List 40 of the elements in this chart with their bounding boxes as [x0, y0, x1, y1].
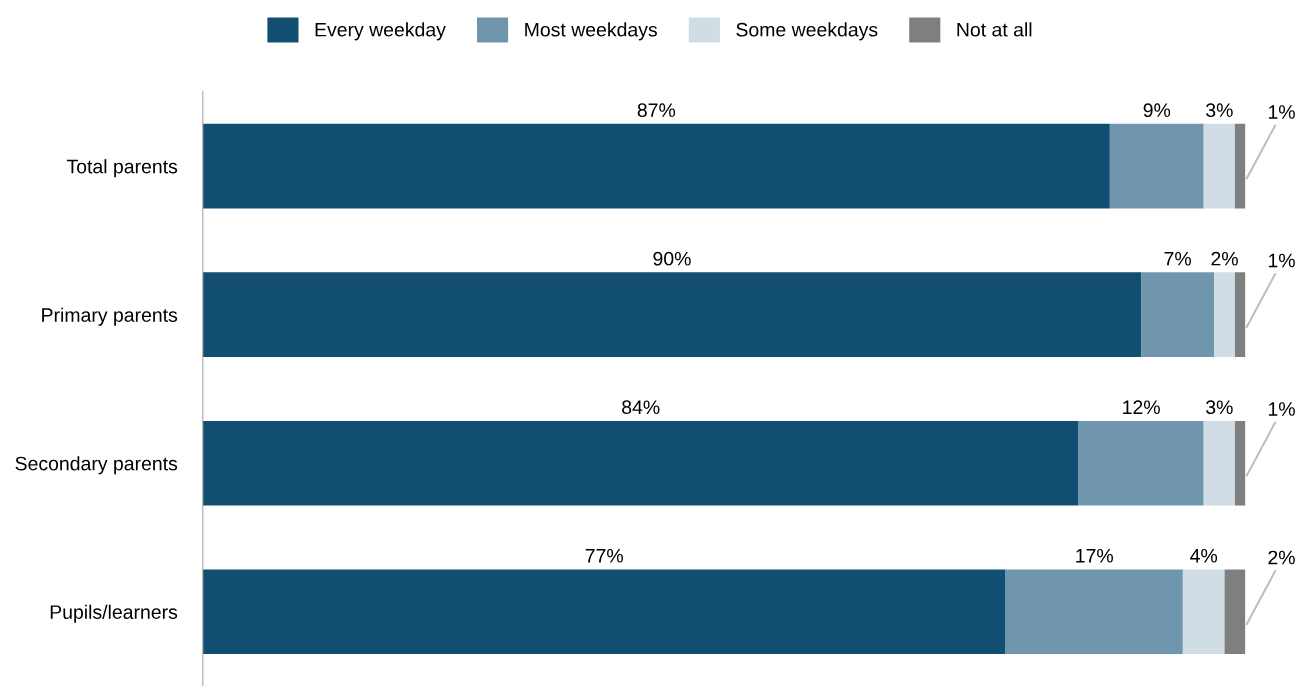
bar: [202, 272, 1142, 358]
bar: [1141, 272, 1215, 358]
legend-label: Some weekdays: [736, 22, 878, 41]
data-label: 2%: [1211, 251, 1238, 266]
data-label: 77%: [585, 548, 623, 563]
bar: [1234, 123, 1246, 209]
bar: [1234, 420, 1246, 506]
bar: [1214, 272, 1235, 358]
data-label: 4%: [1190, 548, 1218, 563]
bar: [1109, 123, 1204, 209]
legend-label: Most weekdays: [525, 22, 657, 41]
data-label: 7%: [1164, 251, 1191, 266]
bar: [202, 123, 1110, 209]
bar: [202, 569, 1006, 655]
legend-label: Not at all: [957, 22, 1032, 37]
bar: [1234, 272, 1246, 358]
y-tick-label: Pupils/learners: [50, 604, 178, 623]
data-label: 1%: [1268, 402, 1295, 416]
bar: [1224, 569, 1246, 655]
data-label: 9%: [1143, 103, 1171, 118]
y-tick-label: Secondary parents: [15, 456, 178, 475]
y-tick-label: Primary parents: [42, 307, 178, 326]
data-label: 17%: [1076, 548, 1113, 563]
data-label: 2%: [1268, 550, 1295, 565]
bar: [1203, 420, 1235, 506]
data-label: 3%: [1206, 103, 1233, 118]
data-label: 90%: [653, 251, 691, 266]
bar: [1182, 569, 1225, 655]
bar: [1203, 123, 1235, 209]
data-label: 84%: [622, 400, 660, 415]
data-label: 1%: [1268, 253, 1295, 268]
data-label: 1%: [1268, 105, 1295, 119]
bar: [202, 420, 1079, 506]
data-label: 12%: [1123, 400, 1160, 414]
bar: [1078, 420, 1204, 506]
bar: [1005, 569, 1183, 655]
data-label: 3%: [1206, 400, 1233, 415]
y-tick-label: Total parents: [66, 159, 178, 178]
legend-label: Every weekday: [315, 22, 446, 41]
data-label: 87%: [637, 103, 676, 118]
